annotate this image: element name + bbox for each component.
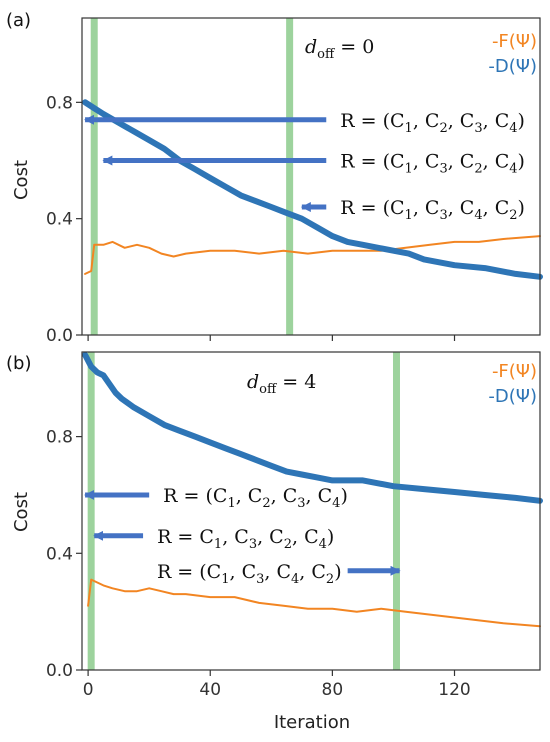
arrow-label-b-2: R = (C1, C3, C4, C2) [157,561,342,587]
arrow-labels-b: R = (C1, C2, C3, C4) R = C1, C3, C2, C4) R… [157,485,348,587]
panel-label-b: (b) [6,353,31,374]
y-tick-label-a-1: 0.4 [46,210,73,230]
panel-a: (a) Cost 0.00.40.8 R = (C1, C2, C3, C4)R… [6,10,543,346]
y-tick-label-a-2: 0.8 [46,93,73,113]
x-tick-label-b-1: 40 [199,680,221,700]
highlight-band-a-0 [90,18,98,335]
arrow-label-b-0: R = (C1, C2, C3, C4) [163,485,348,511]
x-ticks-b: 0 40 80 120 [83,670,471,700]
plot-frame-b [81,351,541,671]
series-lines-a [82,99,543,280]
y-tick-label-b-0: 0.0 [46,661,73,681]
arrow-label-a-2: R = (C1, C3, C4, C2) [340,197,525,223]
arrow-label-a-0: R = (C1, C2, C3, C4) [340,110,525,136]
legend-F-b: -F(Ψ) [492,361,537,382]
legend-D-b: -D(Ψ) [488,386,537,407]
y-ticks-b: 0.0 0.4 0.8 [46,428,82,681]
y-tick-label-a-0: 0.0 [46,326,73,346]
panel-label-a: (a) [6,10,31,31]
y-axis-label-b: Cost [11,492,32,532]
annotation-doff-b: doff = 4 [247,371,316,397]
x-axis-label: Iteration [274,712,350,733]
arrows-b [84,489,401,576]
series-line-D-b [82,351,543,504]
highlight-band-b-1 [392,352,400,670]
y-ticks-a: 0.0 0.4 0.8 [46,93,82,346]
series-lines-b [82,351,543,628]
highlight-band-a-1 [286,18,294,335]
series-line-F-b [87,578,541,628]
highlight-bands-a [90,18,294,335]
arrow-label-a-1: R = (C1, C3, C2, C4) [340,151,525,177]
panel-b: (b) Cost 0.0 0.4 0.8 0 40 80 120 R = (C1, C2,… [6,351,543,700]
legend-F-a: -F(Ψ) [492,31,537,52]
arrows-a [84,114,327,213]
y-axis-label-a: Cost [11,160,32,200]
arrow-label-b-1: R = C1, C3, C2, C4) [157,526,334,552]
plot-frame-a [81,17,541,336]
y-tick-label-b-2: 0.8 [46,428,73,448]
x-ticks-a [87,335,456,341]
x-tick-label-b-0: 0 [83,680,94,700]
series-line-F-a [84,235,541,275]
highlight-bands-b [87,352,400,670]
annotation-doff-a: doff = 0 [305,36,374,62]
series-line-D-a [82,99,543,280]
arrow-labels-a: R = (C1, C2, C3, C4) R = (C1, C3, C2, C4)… [340,110,525,223]
x-tick-label-b-2: 80 [322,680,344,700]
highlight-band-b-0 [87,352,95,670]
y-tick-label-b-1: 0.4 [46,544,73,564]
legend-D-a: -D(Ψ) [488,56,537,77]
x-tick-label-b-3: 120 [438,680,470,700]
